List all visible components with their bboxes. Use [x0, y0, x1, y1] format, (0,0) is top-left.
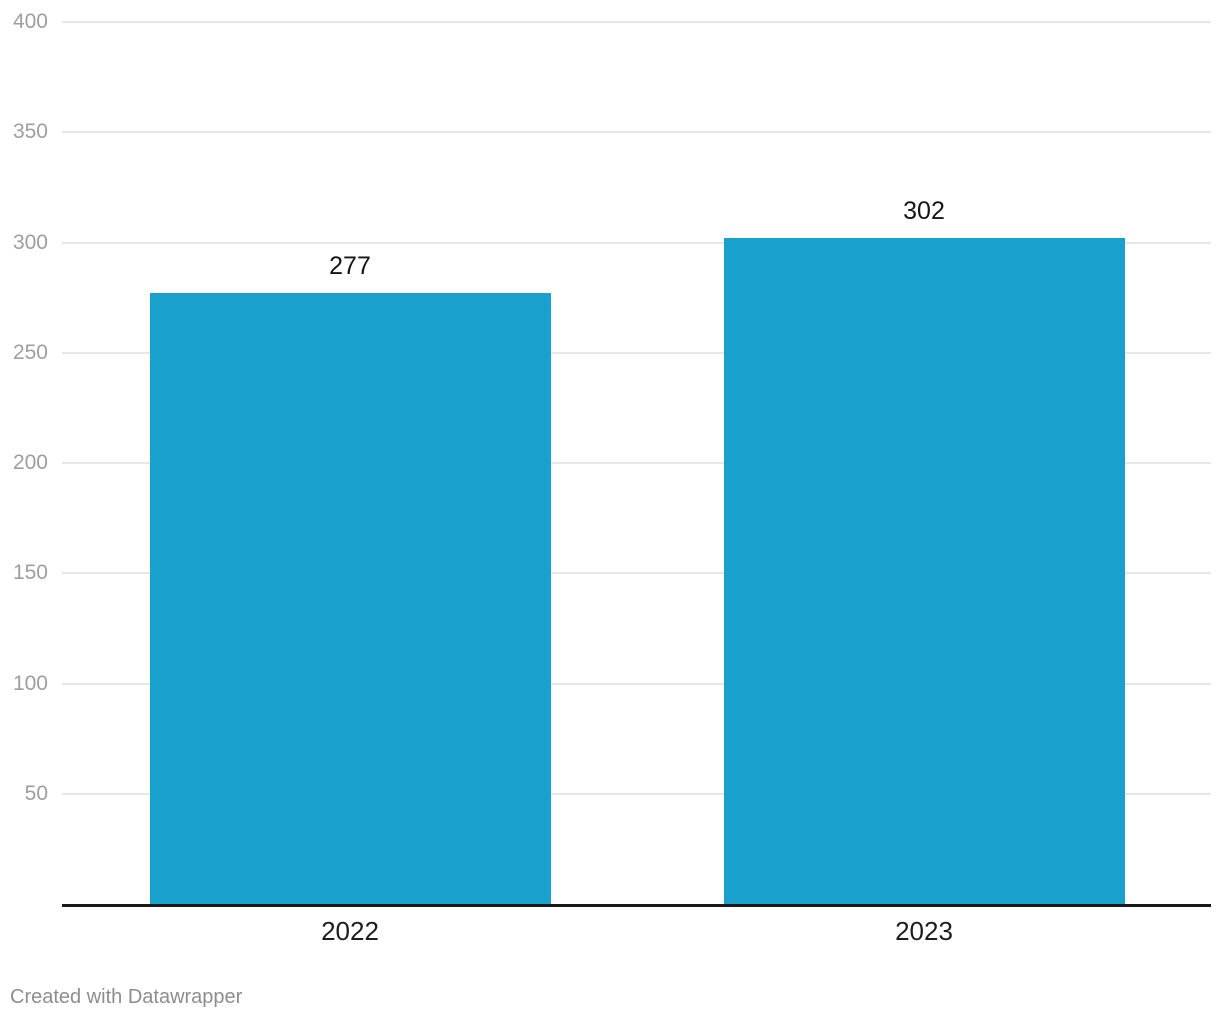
- bar-value-label: 277: [329, 252, 371, 281]
- gridline: [62, 572, 1211, 575]
- y-tick-label: 200: [12, 451, 48, 474]
- gridline: [62, 462, 1211, 464]
- y-tick-label: 300: [12, 230, 48, 254]
- gridline: [62, 682, 1211, 685]
- gridline: [62, 792, 1211, 795]
- x-axis-baseline: [62, 904, 1211, 907]
- y-tick-label: 350: [12, 120, 48, 144]
- y-tick-label: 150: [12, 561, 48, 585]
- plot-area: 50 100 150 200 250 300 350 400 277 2022 302 2023: [12, 10, 1211, 946]
- x-tick-label: 2022: [321, 916, 379, 946]
- gridline: [62, 21, 1211, 23]
- y-tick-label: 100: [12, 671, 48, 695]
- gridline: [62, 351, 1211, 354]
- y-tick-label: 250: [12, 340, 48, 364]
- bar-value-label: 302: [903, 197, 945, 226]
- gridline: [62, 131, 1211, 134]
- y-tick-label: 50: [24, 781, 48, 805]
- datawrapper-credit[interactable]: Created with Datawrapper: [10, 986, 243, 1008]
- bar-2022[interactable]: [149, 293, 551, 904]
- y-tick-label: 400: [12, 10, 48, 33]
- x-tick-label: 2023: [895, 916, 953, 946]
- gridline: [62, 241, 1211, 244]
- bar-2023[interactable]: [723, 238, 1125, 904]
